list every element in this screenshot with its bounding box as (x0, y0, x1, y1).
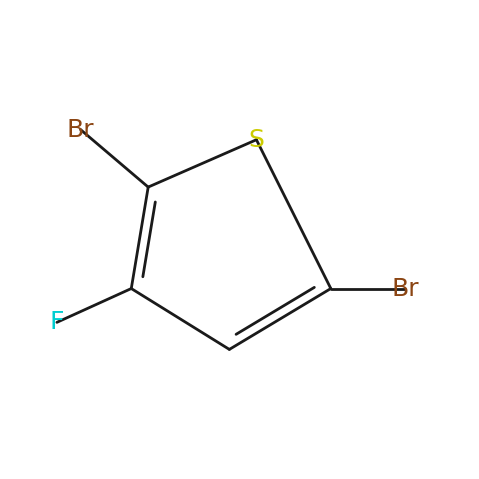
Text: S: S (249, 128, 264, 152)
Text: Br: Br (67, 117, 94, 142)
Text: Br: Br (391, 276, 419, 300)
Text: F: F (50, 310, 64, 334)
